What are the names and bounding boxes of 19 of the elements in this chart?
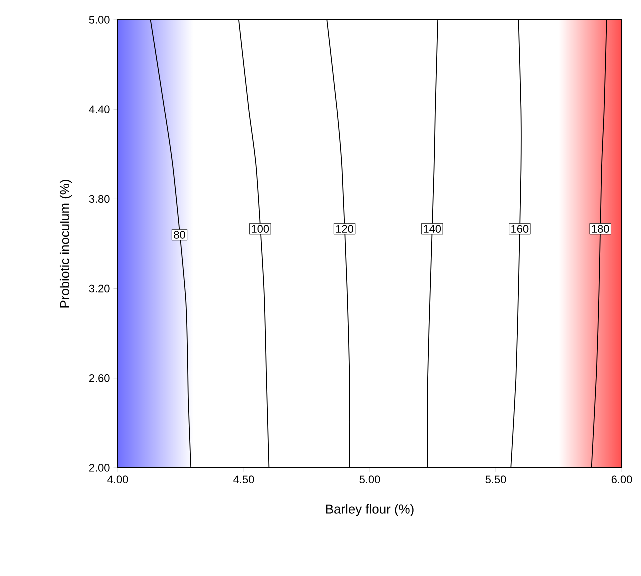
y-axis-title: Probiotic inoculum (%) (60, 180, 72, 308)
y-tick-label: 3.20 (89, 284, 110, 293)
x-tick-label: 5.50 (486, 476, 506, 484)
y-tick-label: 2.00 (89, 464, 110, 472)
x-tick-label: 4.50 (234, 476, 254, 484)
y-tick-label: 2.60 (89, 374, 110, 382)
y-tick-label: 5.00 (89, 16, 110, 24)
series-label: 180 (592, 225, 610, 233)
series-label: 120 (336, 225, 354, 233)
series-label: 80 (174, 231, 186, 239)
series-label: 140 (424, 225, 442, 233)
series-label: 160 (512, 225, 529, 233)
x-tick-label: 4.00 (108, 476, 128, 484)
y-tick-label: 4.40 (89, 106, 110, 114)
y-tick-label: 3.80 (89, 195, 110, 204)
series-label: 100 (252, 225, 270, 233)
x-axis-title: Barley flour (%) (326, 504, 414, 516)
x-tick-label: 6.00 (612, 476, 632, 484)
x-tick-label: 5.00 (360, 476, 380, 484)
